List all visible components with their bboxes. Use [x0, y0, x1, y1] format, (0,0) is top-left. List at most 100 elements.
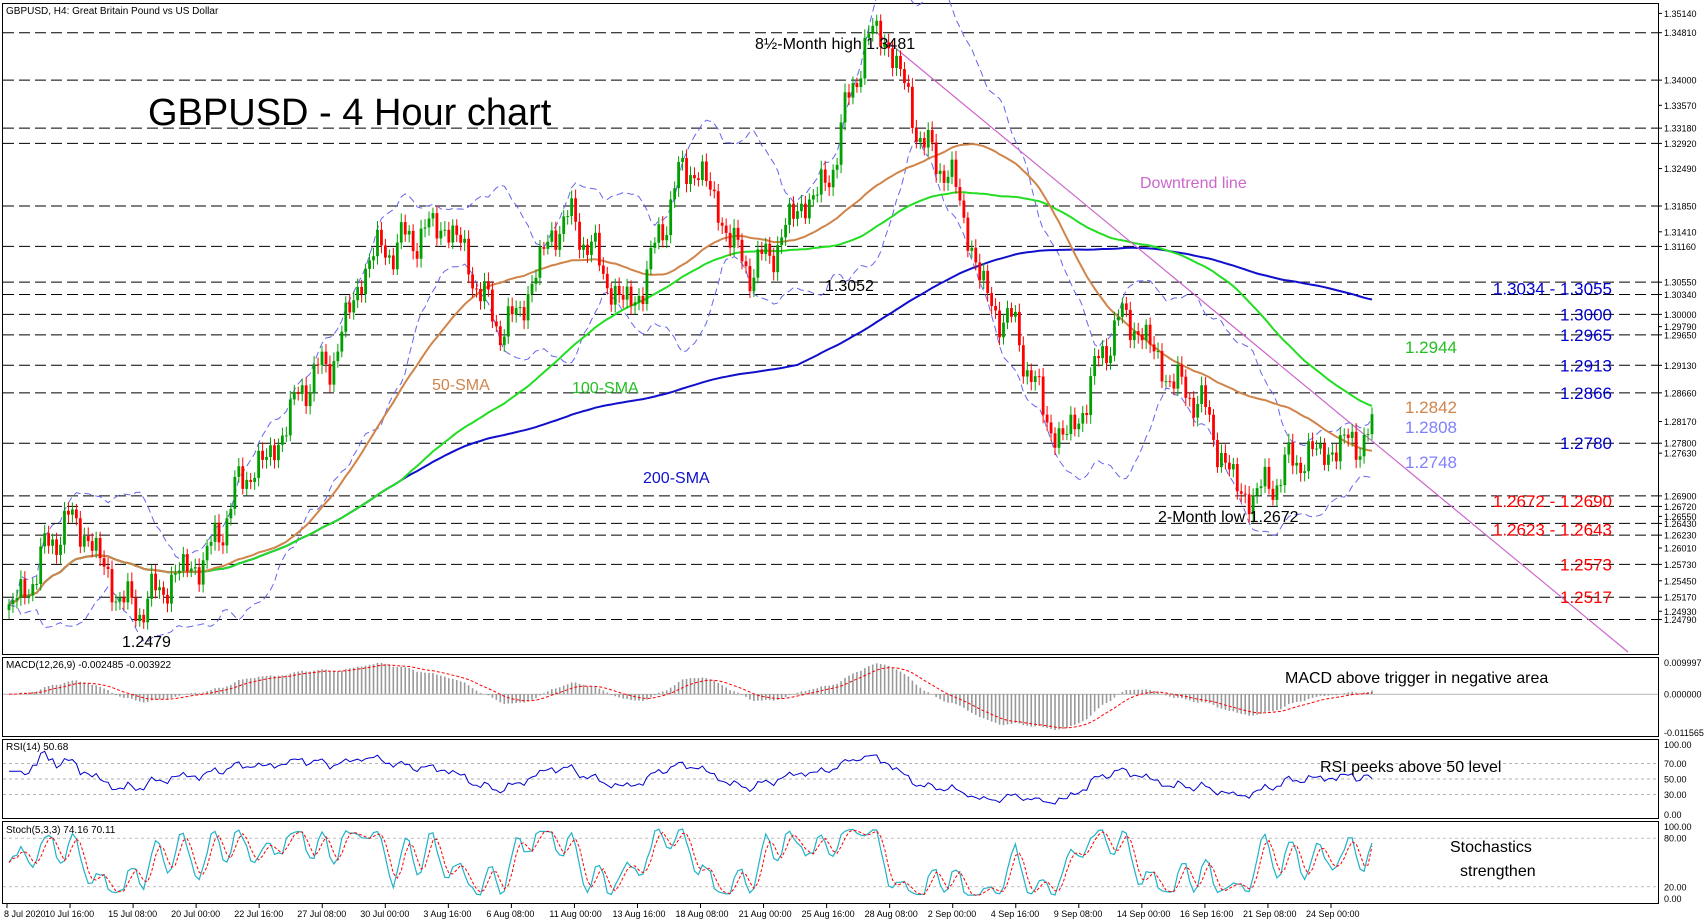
candle-body — [700, 161, 704, 181]
candle-body — [514, 308, 518, 315]
level-label: 1.2866 — [1560, 384, 1612, 403]
candle-body — [106, 566, 110, 570]
candle-body — [1124, 303, 1128, 310]
candle-body — [756, 249, 760, 278]
candle-body — [7, 604, 11, 611]
candle-body — [1267, 466, 1271, 489]
candle-body — [257, 450, 261, 478]
candle-body — [1307, 441, 1311, 472]
candle-body — [1227, 462, 1231, 470]
time-tick-label: 30 Jul 00:00 — [360, 909, 409, 919]
candle-body — [613, 285, 617, 305]
candle-body — [118, 597, 122, 602]
price-tick-label: 1.26230 — [1664, 531, 1697, 541]
candle-body — [843, 92, 847, 123]
price-tick-label: 1.30000 — [1664, 310, 1697, 320]
candle-body — [558, 233, 562, 250]
price-tick-label: 1.26430 — [1664, 519, 1697, 529]
candle-body — [621, 294, 625, 300]
candle-body — [974, 247, 978, 263]
candle-body — [1176, 364, 1180, 389]
candle-body — [181, 554, 185, 571]
candle-body — [360, 286, 364, 295]
candle-body — [586, 244, 589, 255]
candle-body — [617, 285, 621, 295]
candle-body — [98, 537, 102, 559]
candle-body — [146, 598, 150, 623]
candle-body — [90, 541, 94, 551]
candle-body — [930, 129, 934, 143]
candle-body — [15, 598, 19, 601]
candle-body — [807, 199, 811, 219]
rsi-annotation: RSI peeks above 50 level — [1320, 759, 1501, 776]
candle-body — [1025, 370, 1029, 377]
candle-body — [724, 225, 728, 233]
candle-body — [1291, 442, 1295, 466]
candle-body — [1077, 423, 1081, 430]
rsi-tick-label: 100.00 — [1664, 740, 1692, 750]
candle-body — [1160, 351, 1164, 382]
candle-body — [661, 224, 665, 241]
candle-body — [891, 48, 894, 69]
candle-body — [205, 545, 209, 561]
candle-body — [804, 203, 807, 219]
candle-body — [1366, 434, 1370, 436]
candlesticks — [7, 14, 1374, 630]
candle-body — [300, 385, 304, 394]
candle-body — [332, 361, 336, 385]
candle-body — [811, 195, 815, 200]
candle-body — [1354, 431, 1358, 460]
candle-body — [752, 277, 756, 292]
level-label: 1.2573 — [1560, 555, 1612, 574]
candle-body — [534, 277, 538, 284]
candle-body — [744, 261, 748, 267]
candle-body — [1271, 488, 1275, 500]
macd-tick-label: 0.009997 — [1664, 658, 1702, 668]
candle-body — [304, 385, 308, 407]
candle-body — [490, 289, 494, 322]
candle-body — [910, 86, 914, 128]
candle-body — [550, 230, 554, 242]
candle-body — [1152, 344, 1156, 352]
candle-body — [142, 614, 146, 623]
candle-body — [1132, 331, 1136, 341]
candle-body — [728, 232, 732, 248]
candle-body — [35, 583, 39, 585]
time-tick-label: 9 Sep 08:00 — [1054, 909, 1103, 919]
price-tick-label: 1.33180 — [1664, 124, 1697, 134]
candle-body — [649, 247, 653, 270]
level-label: 1.2517 — [1560, 588, 1612, 607]
level-label: 1.2842 — [1405, 398, 1457, 417]
candle-body — [542, 247, 546, 249]
candle-body — [39, 546, 43, 584]
candle-body — [253, 477, 257, 482]
candle-body — [459, 234, 463, 243]
candle-body — [518, 307, 522, 309]
candle-body — [1021, 345, 1025, 377]
candle-body — [193, 567, 197, 569]
candle-body — [831, 169, 835, 188]
stoch-annotation-line2: strengthen — [1460, 863, 1536, 880]
candle-body — [1243, 493, 1247, 495]
candle-body — [280, 435, 284, 445]
candle-body — [328, 364, 332, 385]
candle-body — [673, 188, 677, 200]
candle-body — [605, 273, 609, 289]
candle-body — [225, 518, 229, 546]
price-tick-label: 1.28170 — [1664, 417, 1697, 427]
level-labels: 1.3034 - 1.3055 1.3000 1.2965 1.2944 1.2913 1… — [1405, 279, 1612, 607]
candle-body — [1323, 443, 1326, 465]
candle-body — [102, 558, 106, 567]
level-label: 1.2780 — [1560, 434, 1612, 453]
candle-body — [629, 286, 633, 306]
candle-body — [1049, 422, 1053, 434]
stoch-tick-label: 20.00 — [1664, 882, 1687, 892]
candle-body — [1117, 316, 1120, 321]
candle-body — [277, 444, 280, 461]
candle-body — [958, 187, 962, 201]
time-tick-label: 3 Aug 16:00 — [423, 909, 471, 919]
candle-body — [1168, 381, 1172, 383]
level-label: 1.2672 - 1.2690 — [1493, 492, 1612, 511]
price-tick-label: 1.32490 — [1664, 164, 1697, 174]
stoch-k-line — [8, 828, 1373, 896]
